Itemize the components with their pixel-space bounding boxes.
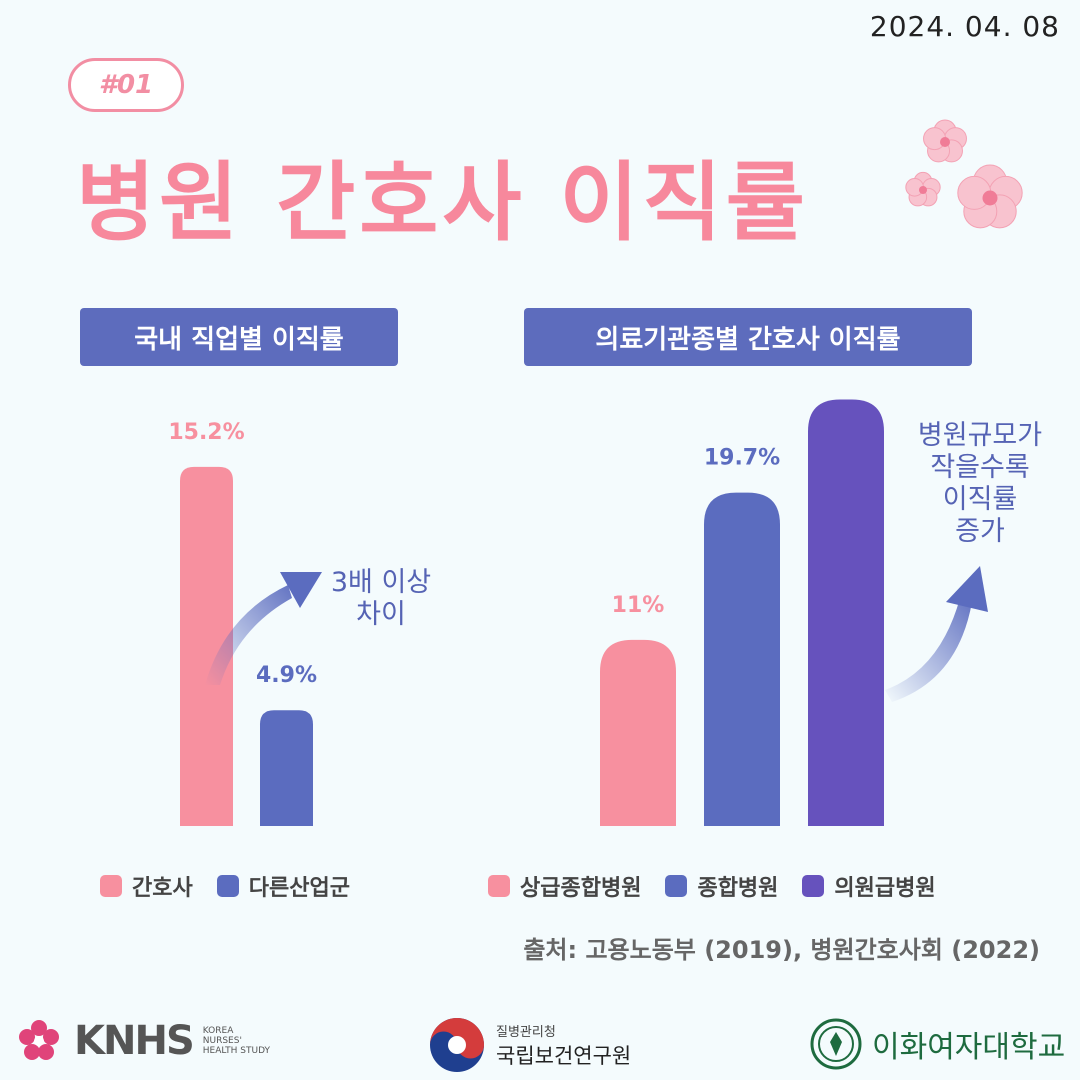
- chart2-annotation: 병원규모가 작을수록 이직률 증가: [905, 420, 1055, 548]
- chart1-annotation-line: 차이: [356, 599, 406, 630]
- bar: [180, 466, 233, 826]
- legend-label: 종합병원: [697, 876, 779, 901]
- chart2-plot: 11%19.7%25.2%: [600, 399, 988, 826]
- page-title: 병원 간호사 이직률: [76, 153, 809, 253]
- bar: [600, 639, 676, 826]
- issue-tag: #01: [68, 58, 184, 112]
- ewha-seal-icon: [810, 1018, 862, 1070]
- cherry-blossom-icon: [905, 119, 1023, 229]
- arrow-up-right-icon: [946, 566, 988, 612]
- knhs-sub-line: HEALTH STUDY: [202, 1046, 271, 1056]
- flower-center: [940, 137, 950, 147]
- chart1-plot: 15.2% 4.9%: [168, 420, 322, 826]
- chart1-title: 국내 직업별 이직률: [80, 308, 398, 366]
- knhs-wordmark: KNHS: [74, 1018, 195, 1064]
- arrow-up-right-icon: [280, 572, 322, 608]
- legend-label: 간호사: [132, 876, 193, 901]
- legend-swatch-pink: [100, 875, 122, 897]
- kdca-logo: 질병관리청 국립보건연구원: [428, 1016, 631, 1074]
- cherry-blossom-icon: [19, 1020, 59, 1060]
- date: 2024. 04. 08: [869, 10, 1060, 43]
- cherry-blossom-icon: [923, 119, 967, 163]
- kdca-top-label: 질병관리청: [496, 1024, 556, 1040]
- bar: [260, 710, 313, 826]
- chart1-legend: 간호사 다른산업군: [100, 870, 350, 902]
- legend-label: 상급종합병원: [520, 876, 642, 901]
- flower-center: [919, 186, 927, 194]
- arrow-up-right-icon: [205, 585, 292, 685]
- knhs-sub-line: KOREA: [202, 1026, 234, 1036]
- data-label: 11%: [612, 593, 665, 618]
- kdca-main-label: 국립보건연구원: [496, 1043, 632, 1068]
- data-label: 4.9%: [256, 663, 317, 688]
- chart2-annotation-line: 병원규모가: [917, 420, 1043, 451]
- flower-center: [982, 190, 998, 206]
- kdca-emblem-icon: [430, 1018, 484, 1072]
- legend-swatch-blue: [665, 875, 688, 897]
- legend-label: 의원급병원: [834, 876, 936, 901]
- chart2-legend: 상급종합병원 종합병원 의원급병원: [488, 870, 936, 902]
- legend-label: 다른산업군: [248, 876, 350, 901]
- chart1-annotation: 3배 이상 차이: [316, 567, 446, 631]
- legend-swatch-purple: [802, 875, 825, 897]
- legend-swatch-pink: [488, 875, 510, 897]
- bar: [808, 399, 884, 826]
- kdca-text: 질병관리청 국립보건연구원: [496, 1021, 631, 1070]
- ewha-logo: 이화여자대학교: [810, 1018, 1065, 1070]
- knhs-logo: KNHS KOREA NURSES' HEALTH STUDY: [14, 1016, 270, 1066]
- knhs-sub-line: NURSES': [202, 1036, 242, 1046]
- legend-swatch-blue: [216, 875, 239, 897]
- chart2-title: 의료기관종별 간호사 이직률: [524, 308, 972, 366]
- data-label: 15.2%: [168, 420, 244, 445]
- data-label: 19.7%: [704, 446, 780, 471]
- cherry-blossom-icon: [905, 171, 941, 207]
- chart2-annotation-line: 작을수록: [930, 452, 1030, 483]
- cherry-blossom-icon: [957, 164, 1023, 229]
- ewha-name: 이화여자대학교: [872, 1030, 1066, 1065]
- source-note: 출처: 고용노동부 (2019), 병원간호사회 (2022): [523, 936, 1040, 964]
- bar: [704, 492, 780, 826]
- chart2-annotation-line: 증가: [955, 516, 1005, 547]
- arrow-up-right-icon: [885, 598, 972, 702]
- knhs-subtitle: KOREA NURSES' HEALTH STUDY: [203, 1026, 270, 1056]
- chart2-annotation-line: 이직률: [942, 484, 1018, 515]
- chart1-annotation-line: 3배 이상: [330, 567, 432, 598]
